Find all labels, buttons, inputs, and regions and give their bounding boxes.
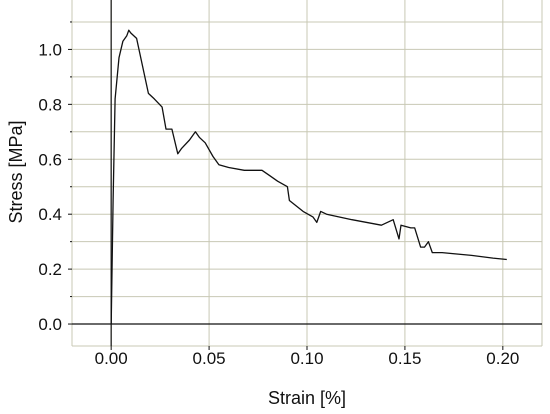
y-tick-label: 0.0 <box>38 315 62 334</box>
series-group <box>110 29 507 325</box>
x-tick-label: 0.15 <box>388 349 421 368</box>
y-tick-label: 0.2 <box>38 260 62 279</box>
y-tick-label: 1.0 <box>38 40 62 59</box>
x-axis-title: Strain [%] <box>268 388 346 408</box>
y-tick-labels: 0.0 0.2 0.4 0.6 0.8 1.0 <box>38 40 62 334</box>
x-tick-label: 0.20 <box>486 349 519 368</box>
x-tick-label: 0.10 <box>290 349 323 368</box>
x-tick-label: 0.05 <box>193 349 226 368</box>
y-tick-label: 0.8 <box>38 95 62 114</box>
y-axis-title: Stress [MPa] <box>6 120 26 223</box>
y-tick-label: 0.6 <box>38 150 62 169</box>
x-tick-label: 0.00 <box>95 349 128 368</box>
series-line-0 <box>110 29 507 325</box>
x-tick-labels: 0.00 0.05 0.10 0.15 0.20 <box>95 349 520 368</box>
y-tick-label: 0.4 <box>38 205 62 224</box>
